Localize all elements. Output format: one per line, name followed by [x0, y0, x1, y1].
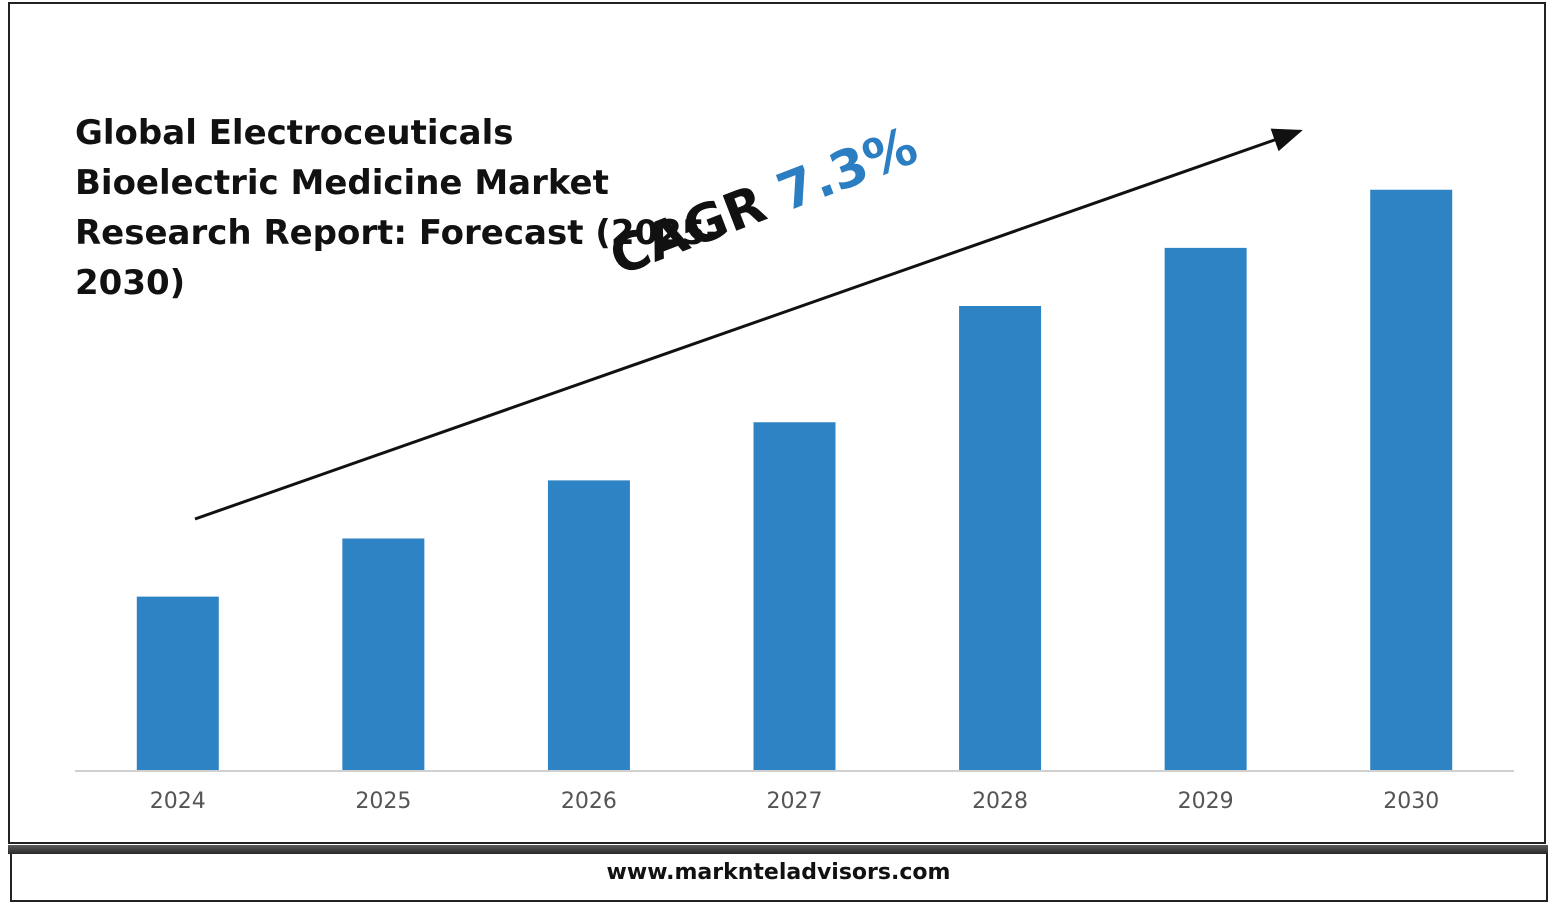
chart-title: Global Electroceuticals Bioelectric Medi…	[75, 108, 775, 308]
x-tick-label-2027: 2027	[767, 789, 823, 814]
bars-group	[136, 189, 1453, 771]
bar-2026	[547, 480, 630, 771]
bar-2030	[1370, 189, 1453, 771]
footer-url-link[interactable]: www.marknteladvisors.com	[606, 860, 951, 885]
x-tick-label-2025: 2025	[355, 789, 411, 814]
bar-2024	[136, 596, 219, 771]
bar-2028	[959, 306, 1042, 771]
bar-2025	[342, 538, 425, 771]
x-tick-label-2024: 2024	[150, 789, 206, 814]
x-tick-label-2028: 2028	[972, 789, 1028, 814]
title-line-3: Research Report: Forecast (2025-	[75, 213, 720, 253]
x-tick-labels: 2024 2025 2026 2027 2028 2029 2030	[150, 789, 1439, 814]
footer-box	[10, 854, 1548, 902]
footer-divider	[8, 845, 1548, 854]
bar-2029	[1164, 247, 1247, 771]
title-line-2: Bioelectric Medicine Market	[75, 163, 609, 203]
title-line-1: Global Electroceuticals	[75, 113, 514, 153]
x-tick-label-2026: 2026	[561, 789, 617, 814]
x-tick-label-2029: 2029	[1178, 789, 1234, 814]
trend-arrow	[194, 128, 1303, 521]
x-tick-label-2030: 2030	[1383, 789, 1439, 814]
title-line-4: 2030)	[75, 263, 186, 303]
bar-2027	[753, 422, 836, 771]
